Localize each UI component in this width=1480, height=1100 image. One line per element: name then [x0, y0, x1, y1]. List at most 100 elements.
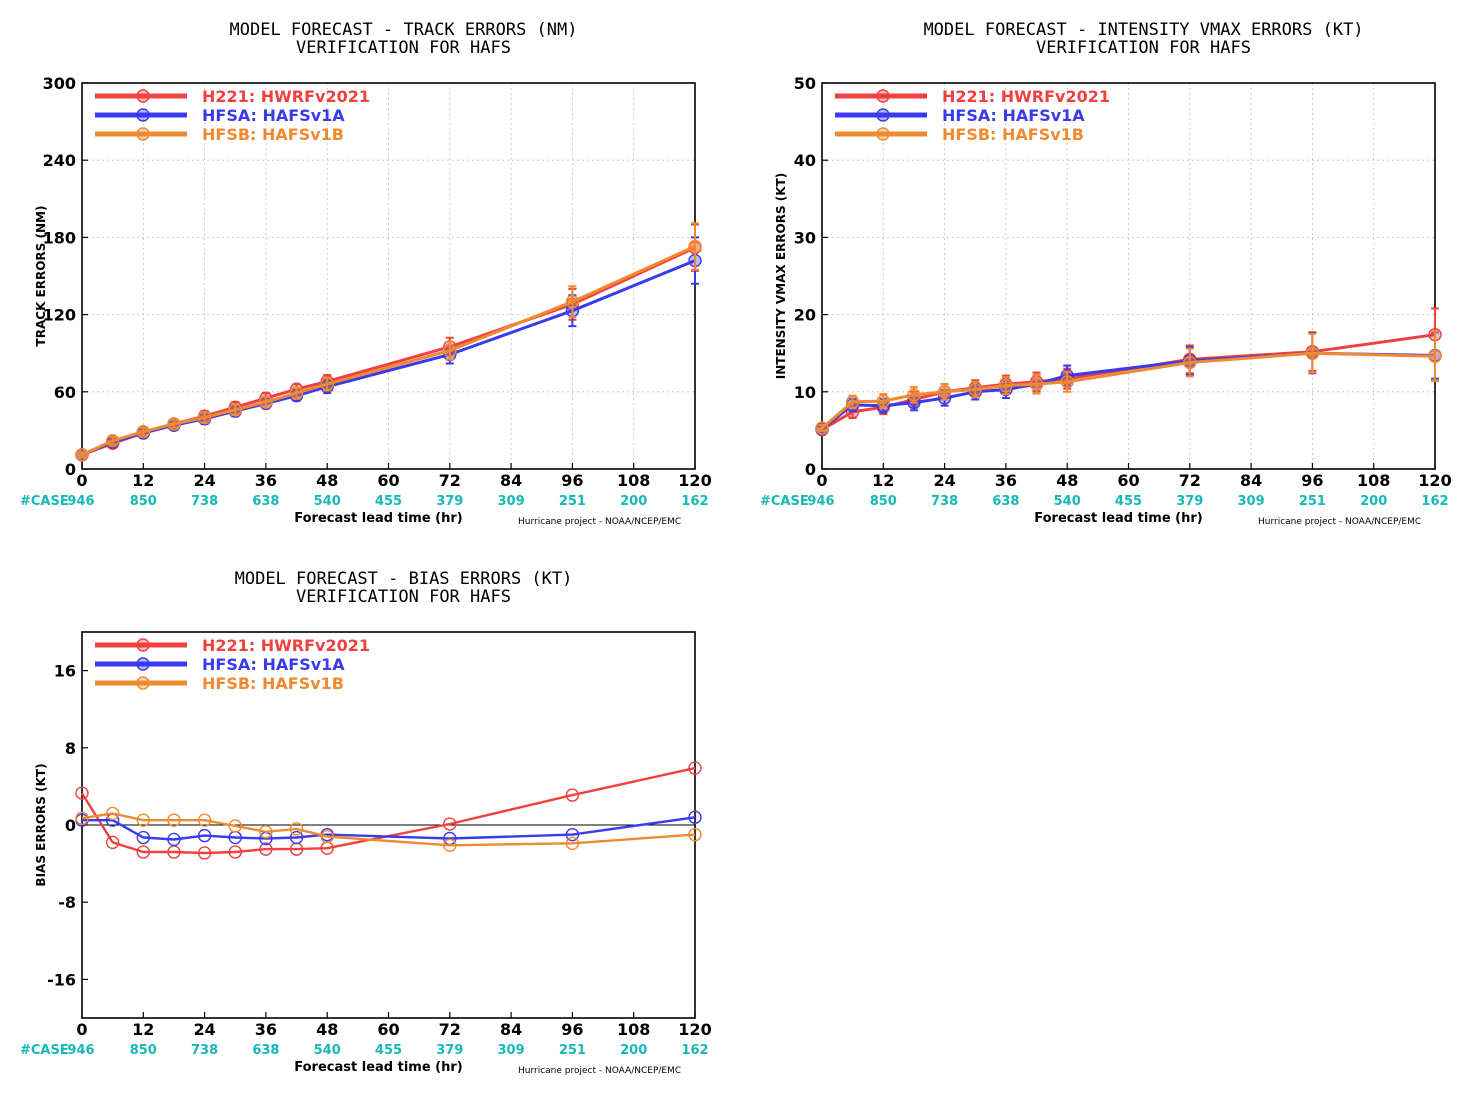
- credit-text: Hurricane project - NOAA/NCEP/EMC: [518, 517, 681, 527]
- legend-label: HFSB: HAFSv1B: [202, 125, 344, 144]
- legend-swatch-marker: [136, 108, 150, 122]
- case-count: 638: [252, 1043, 279, 1058]
- case-count: 200: [620, 1043, 647, 1058]
- data-point: [443, 838, 457, 852]
- data-point: [167, 832, 181, 847]
- chart-2: MODEL FORECAST - INTENSITY VMAX ERRORS (…: [760, 20, 1452, 527]
- x-tick-label: 84: [500, 471, 522, 490]
- legend-entry-3: HFSB: HAFSv1B: [835, 125, 1084, 144]
- data-point: [105, 433, 120, 448]
- data-point: [75, 786, 89, 800]
- data-point: [228, 819, 242, 833]
- data-point: [289, 822, 304, 836]
- legend-swatch-marker: [136, 657, 150, 671]
- data-point: [1183, 355, 1197, 370]
- series-line: [821, 351, 1436, 430]
- chart-title: MODEL FORECAST - TRACK ERRORS (NM): [230, 20, 578, 40]
- case-count: 162: [1421, 494, 1448, 509]
- data-point: [320, 377, 334, 391]
- data-point: [876, 394, 890, 408]
- case-count: 379: [436, 494, 463, 509]
- y-tick-label: 0: [65, 460, 76, 479]
- legend-label: HFSB: HAFSv1B: [202, 674, 344, 693]
- legend-entry-1: H221: HWRFv2021: [95, 87, 370, 106]
- legend-label: HFSA: HAFSv1A: [202, 106, 345, 125]
- credit-text: Hurricane project - NOAA/NCEP/EMC: [518, 1066, 681, 1076]
- x-tick-label: 72: [1179, 471, 1201, 490]
- legend-entry-2: HFSA: HAFSv1A: [835, 106, 1085, 125]
- x-tick-label: 108: [617, 471, 650, 490]
- case-count: 738: [931, 494, 958, 509]
- data-point: [999, 378, 1013, 393]
- y-tick-label: 180: [43, 228, 76, 247]
- plot-frame: [81, 82, 696, 470]
- case-count: 309: [1238, 494, 1265, 509]
- data-point: [1305, 346, 1320, 360]
- legend-label: H221: HWRFv2021: [202, 87, 370, 106]
- data-point: [688, 239, 702, 254]
- y-axis-label: TRACK ERRORS (NM): [34, 206, 48, 347]
- data-point: [443, 343, 457, 358]
- case-count: 309: [498, 1043, 525, 1058]
- chart-1: MODEL FORECAST - TRACK ERRORS (NM)VERIFI…: [20, 20, 712, 527]
- data-point: [1060, 375, 1074, 389]
- x-tick-label: 96: [1301, 471, 1323, 490]
- data-point: [289, 830, 304, 845]
- x-tick-label: 36: [995, 471, 1017, 490]
- y-tick-label: 16: [54, 662, 76, 681]
- x-tick-label: 0: [76, 471, 87, 490]
- y-axis-label: BIAS ERRORS (KT): [34, 763, 48, 886]
- legend-swatch-marker: [136, 676, 150, 690]
- data-point: [136, 845, 151, 859]
- data-point: [105, 835, 120, 850]
- x-tick-label: 120: [678, 471, 711, 490]
- case-count: 162: [681, 494, 708, 509]
- case-count: 309: [498, 494, 525, 509]
- y-axis-label: INTENSITY VMAX ERRORS (KT): [774, 173, 788, 379]
- x-tick-label: 60: [1117, 471, 1139, 490]
- case-count: 455: [375, 1043, 402, 1058]
- legend-label: HFSA: HAFSv1A: [202, 655, 345, 674]
- x-tick-label: 108: [1357, 471, 1390, 490]
- data-point: [197, 410, 212, 425]
- data-point: [565, 836, 580, 851]
- case-label: #CASE: [20, 494, 69, 509]
- x-tick-label: 24: [933, 471, 955, 490]
- case-count: 455: [375, 494, 402, 509]
- data-point: [167, 813, 181, 827]
- series-line: [81, 812, 696, 847]
- chart-title: MODEL FORECAST - BIAS ERRORS (KT): [235, 569, 573, 589]
- y-tick-label: 50: [794, 74, 816, 93]
- data-point: [197, 813, 212, 827]
- x-axis-label: Forecast lead time (hr): [294, 511, 462, 526]
- chart-subtitle: VERIFICATION FOR HAFS: [1036, 38, 1251, 58]
- case-count: 738: [191, 1043, 218, 1058]
- data-point: [75, 811, 89, 825]
- x-tick-label: 12: [872, 471, 894, 490]
- data-point: [565, 788, 580, 802]
- data-point: [1029, 377, 1044, 391]
- y-tick-label: 30: [794, 228, 816, 247]
- legend-label: HFSB: HAFSv1B: [942, 125, 1084, 144]
- y-tick-label: 20: [794, 306, 816, 325]
- chart-subtitle: VERIFICATION FOR HAFS: [296, 38, 511, 58]
- case-count: 379: [436, 1043, 463, 1058]
- data-point: [136, 424, 151, 439]
- x-tick-label: 120: [1418, 471, 1451, 490]
- legend-label: H221: HWRFv2021: [202, 636, 370, 655]
- chart-title: MODEL FORECAST - INTENSITY VMAX ERRORS (…: [923, 20, 1363, 40]
- legend-label: HFSA: HAFSv1A: [942, 106, 1085, 125]
- data-point: [688, 827, 702, 842]
- x-tick-label: 48: [316, 471, 338, 490]
- data-point: [259, 842, 273, 856]
- x-tick-label: 84: [1240, 471, 1262, 490]
- data-point: [228, 403, 242, 417]
- x-tick-label: 84: [500, 1020, 522, 1039]
- legend-swatch-marker: [876, 108, 890, 122]
- series-3: [75, 222, 702, 462]
- x-tick-label: 0: [816, 471, 827, 490]
- data-point: [136, 813, 151, 827]
- data-point: [228, 845, 242, 859]
- y-tick-label: -16: [47, 970, 76, 989]
